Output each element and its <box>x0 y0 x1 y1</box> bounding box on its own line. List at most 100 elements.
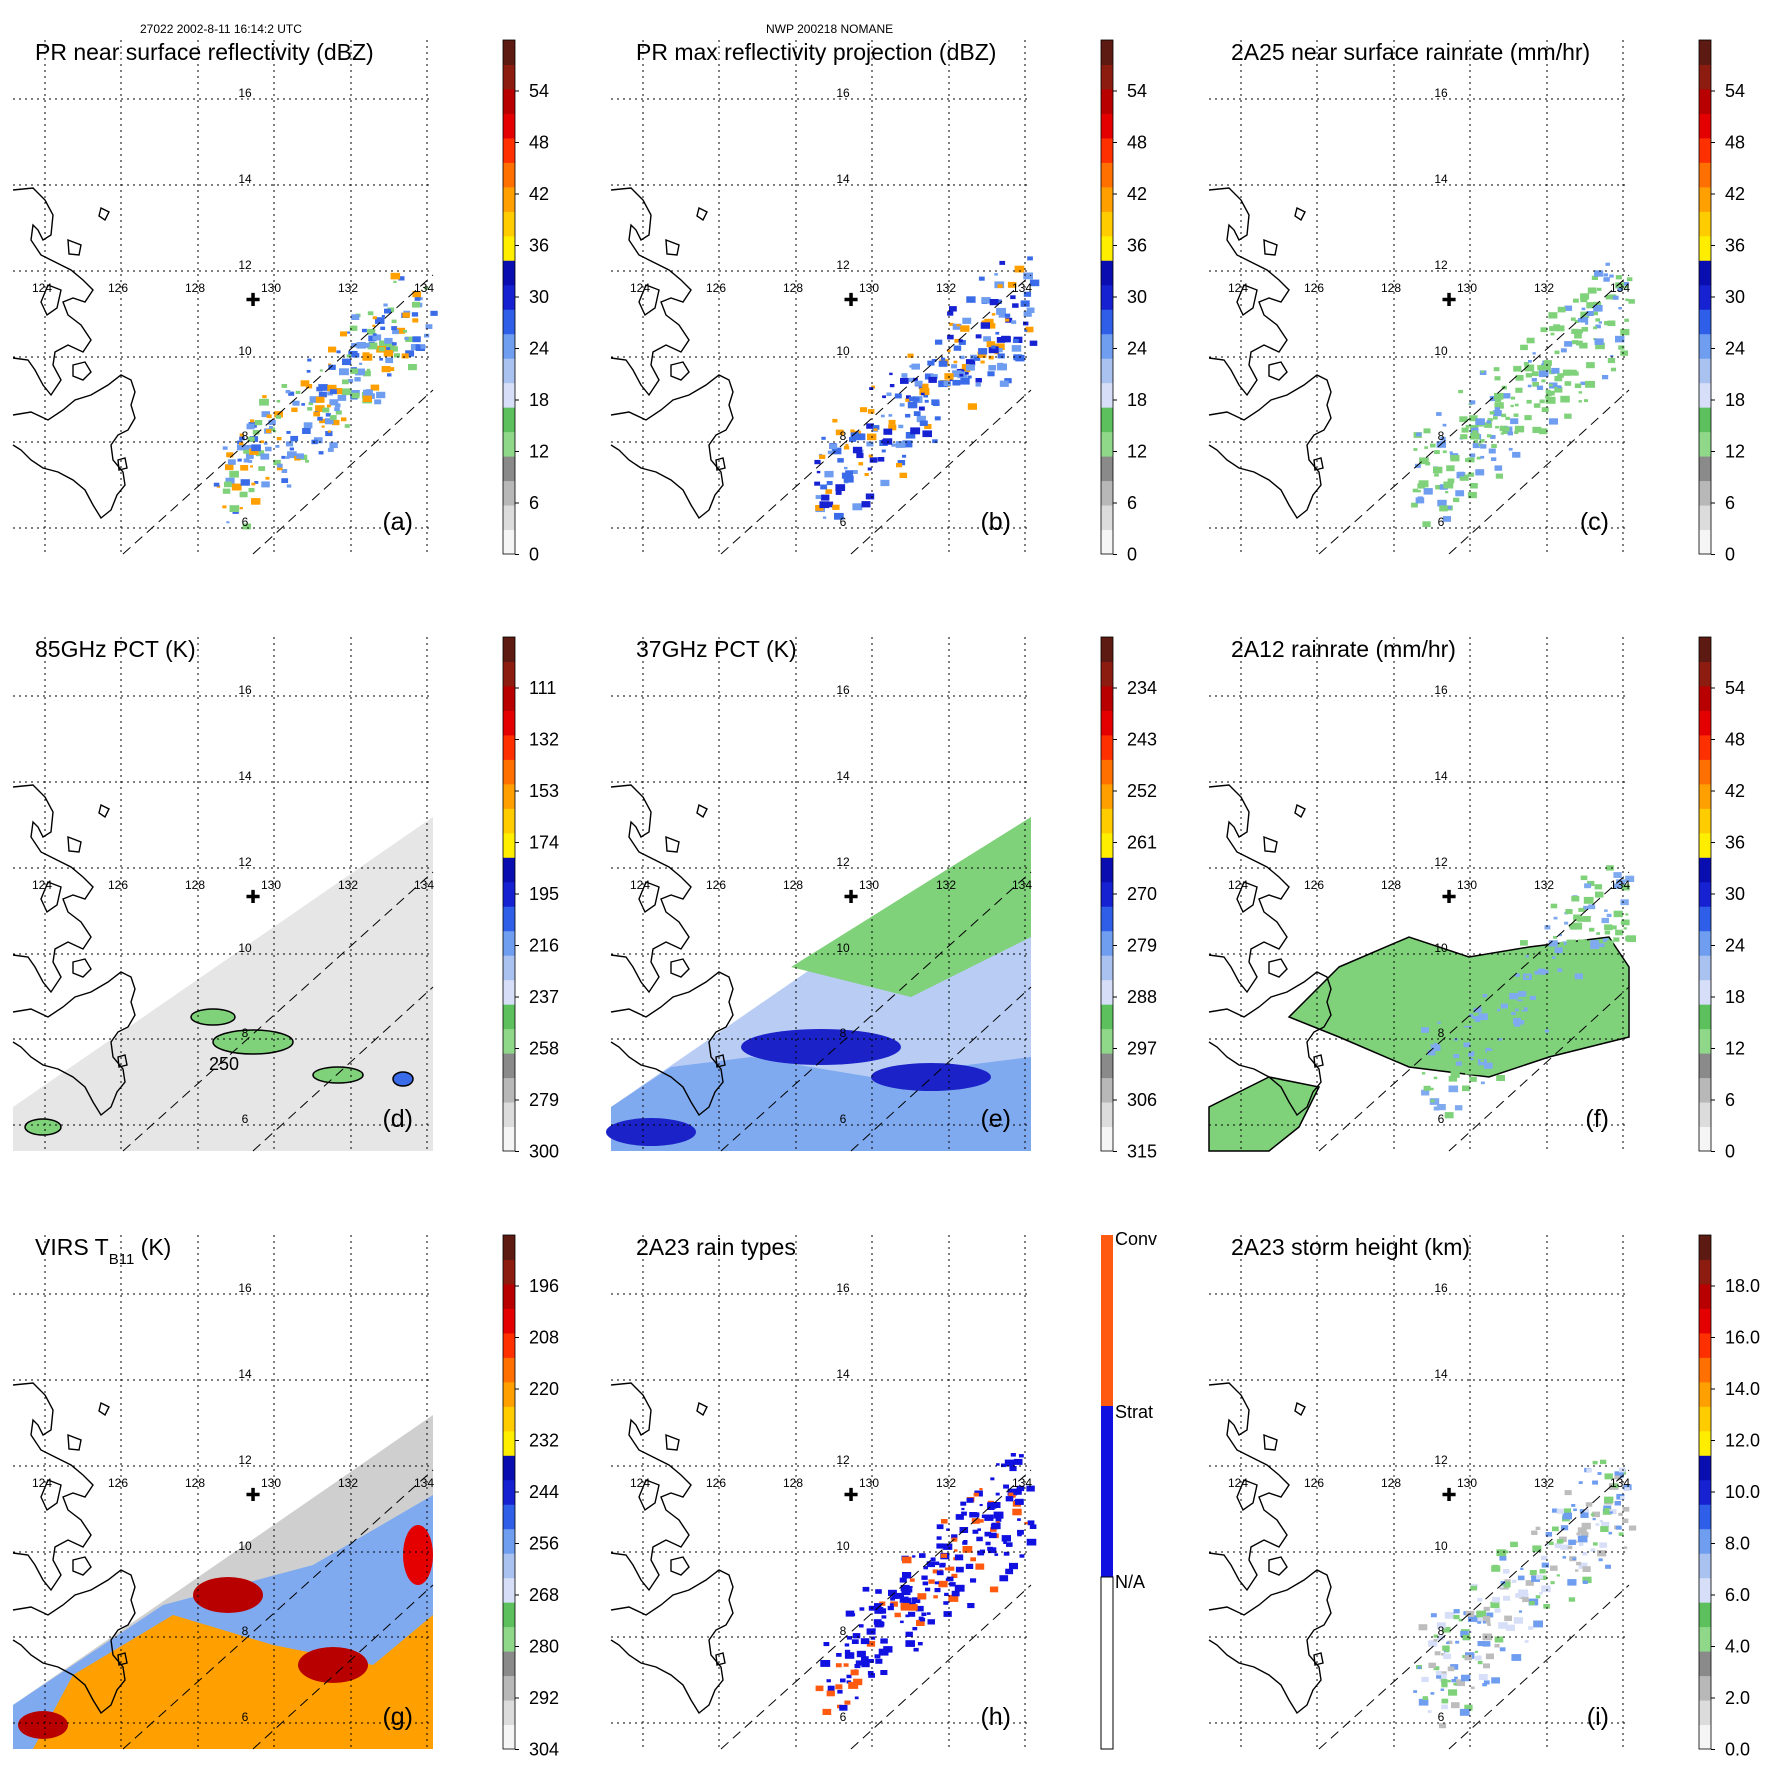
rain-pixel <box>851 1639 859 1644</box>
rain-pixel <box>949 322 954 326</box>
rain-pixel <box>970 354 977 360</box>
panel-title: 2A23 rain types <box>636 1234 796 1260</box>
rain-pixel <box>1593 1542 1598 1546</box>
rain-pixel <box>1494 376 1501 381</box>
rain-pixel <box>1581 1522 1591 1530</box>
rain-pixel <box>1507 1024 1515 1029</box>
rain-pixel <box>999 380 1009 387</box>
panel-label: (f) <box>1585 1105 1609 1133</box>
rain-pixel <box>951 364 958 369</box>
rain-pixel <box>243 458 250 463</box>
lon-label: 128 <box>783 878 803 892</box>
rain-pixel <box>1515 962 1523 968</box>
rain-pixel <box>315 405 325 412</box>
rain-pixel <box>1597 1550 1607 1557</box>
rain-pixel <box>1540 971 1546 975</box>
rain-pixel <box>1505 974 1512 979</box>
rain-pixel <box>1609 294 1617 300</box>
rain-pixel <box>940 1553 947 1558</box>
colorbar-segment <box>1101 235 1113 261</box>
rain-pixel <box>273 459 281 466</box>
rain-pixel <box>1490 1042 1501 1050</box>
panel-title: PR max reflectivity projection (dBZ) <box>636 39 996 65</box>
rain-pixel <box>1520 1567 1524 1570</box>
rain-pixel <box>1510 404 1514 408</box>
rain-pixel <box>1448 1009 1452 1012</box>
rain-pixel <box>994 273 998 276</box>
lat-label: 6 <box>840 515 847 529</box>
colorbar-segment <box>1699 979 1711 1005</box>
colorbar-tick: 232 <box>529 1431 559 1451</box>
rain-pixel <box>1012 303 1019 308</box>
rain-pixel <box>954 1584 965 1592</box>
rain-pixel <box>1515 973 1520 977</box>
rain-pixel <box>333 388 343 395</box>
rain-pixel <box>1494 392 1504 400</box>
rain-pixel <box>866 441 874 447</box>
rain-pixel <box>250 419 255 423</box>
panel-label: (c) <box>1580 508 1609 536</box>
rain-pixel <box>1510 418 1519 425</box>
colorbar-segment <box>1699 407 1711 433</box>
rain-pixel <box>823 1642 830 1647</box>
rain-pixel <box>1462 1085 1470 1092</box>
rain-pixel <box>880 479 890 487</box>
rain-pixel <box>1487 418 1493 422</box>
rain-pixel <box>932 401 940 406</box>
colorbar-segment <box>1699 1308 1711 1334</box>
rain-pixel <box>281 478 289 483</box>
panel-title-suffix: (K) <box>134 1234 171 1260</box>
rain-pixel <box>252 430 260 435</box>
rain-pixel <box>1592 301 1602 308</box>
rain-pixel <box>1564 413 1572 419</box>
coastline <box>12 187 94 397</box>
rain-pixel <box>393 280 397 283</box>
rain-pixel <box>1526 399 1532 404</box>
rain-pixel <box>948 1566 955 1571</box>
rain-pixel <box>1453 1054 1460 1059</box>
rain-pixel <box>393 353 400 358</box>
rain-pixel <box>285 441 294 447</box>
colorbar-segment <box>503 832 515 858</box>
rain-pixel <box>894 1612 901 1618</box>
rain-pixel <box>1486 1612 1494 1618</box>
rain-pixel <box>1556 1508 1564 1514</box>
rain-pixel <box>1567 978 1572 981</box>
coastline <box>72 958 92 978</box>
lon-label: 124 <box>32 878 52 892</box>
colorbar-tick: 18 <box>529 390 549 410</box>
rain-pixel <box>307 358 312 362</box>
rain-pixel <box>306 370 311 373</box>
rain-pixel <box>1413 1690 1418 1693</box>
coastline <box>670 361 690 381</box>
rain-pixel <box>1577 329 1583 334</box>
colorbar-segment <box>503 979 515 1005</box>
colorbar-segment <box>1699 284 1711 310</box>
rain-pixel <box>1443 481 1454 489</box>
rain-pixel <box>955 1566 964 1573</box>
coastline <box>670 958 690 978</box>
rain-pixel <box>1531 371 1539 377</box>
rain-pixel <box>1441 1653 1445 1656</box>
rain-pixel <box>373 333 377 336</box>
coastline <box>12 971 136 1117</box>
rain-pixel <box>1454 1023 1465 1031</box>
data-field-e <box>606 817 1031 1151</box>
rain-pixel <box>1578 907 1585 912</box>
colorbar-tick: 237 <box>529 987 559 1007</box>
rain-pixel <box>287 451 297 459</box>
coastline <box>72 361 92 381</box>
rain-pixel <box>1026 1538 1037 1546</box>
rain-pixel <box>943 380 952 387</box>
lat-label: 10 <box>238 344 252 358</box>
rain-pixel <box>1455 490 1465 497</box>
colorbar-segment <box>1101 137 1113 163</box>
rain-pixel <box>250 465 253 468</box>
rain-pixel <box>328 364 336 370</box>
rain-pixel <box>224 481 232 488</box>
rain-pixel <box>1001 335 1011 343</box>
colorbar-segment <box>1699 456 1711 482</box>
rain-pixel <box>1560 1525 1569 1531</box>
rain-pixel <box>351 392 360 399</box>
